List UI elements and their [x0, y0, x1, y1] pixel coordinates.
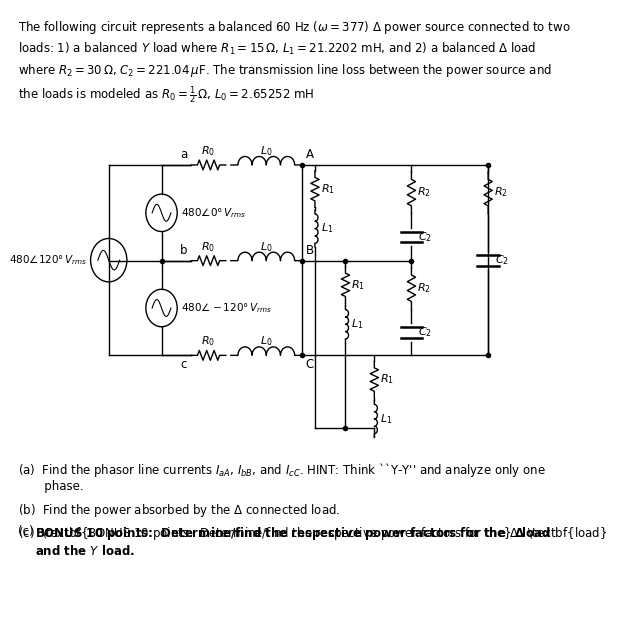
- Text: (b)  Find the power absorbed by the $\Delta$ connected load.: (b) Find the power absorbed by the $\Del…: [18, 502, 340, 519]
- Text: The following circuit represents a balanced 60 Hz ($\omega = 377$) $\Delta$ powe: The following circuit represents a balan…: [18, 19, 570, 36]
- Text: BONUS 10 points:  Determine/find the respective power factors for the $\Delta$ l: BONUS 10 points: Determine/find the resp…: [35, 525, 550, 542]
- Text: $480\angle-120°\,V_{rms}$: $480\angle-120°\,V_{rms}$: [181, 301, 272, 315]
- Text: $C_2$: $C_2$: [418, 325, 432, 339]
- Text: b: b: [179, 243, 187, 256]
- Text: $480\angle0°\,V_{rms}$: $480\angle0°\,V_{rms}$: [181, 206, 246, 220]
- Text: loads: 1) a balanced $Y$ load where $R_1 = 15\,\Omega$, $L_1 = 21.2202$ mH, and : loads: 1) a balanced $Y$ load where $R_1…: [18, 41, 536, 57]
- Text: (c)  \textbf{BONUS 10 points:  Determine/find the respective power factors for t: (c) \textbf{BONUS 10 points: Determine/f…: [18, 525, 607, 542]
- Text: $L_0$: $L_0$: [260, 144, 273, 158]
- Text: $R_2$: $R_2$: [417, 185, 431, 200]
- Text: (a)  Find the phasor line currents $I_{aA}$, $I_{bB}$, and $I_{cC}$. HINT: Think: (a) Find the phasor line currents $I_{aA…: [18, 461, 546, 479]
- Text: $R_0$: $R_0$: [201, 240, 215, 254]
- Text: $R_1$: $R_1$: [351, 278, 365, 292]
- Text: and the $Y$ load.: and the $Y$ load.: [35, 544, 134, 558]
- Text: (c): (c): [18, 525, 41, 538]
- Text: the loads is modeled as $R_0 = \frac{1}{2}\,\Omega$, $L_0 = 2.65252$ mH: the loads is modeled as $R_0 = \frac{1}{…: [18, 84, 314, 106]
- Text: $R_2$: $R_2$: [417, 281, 431, 295]
- Text: $C_2$: $C_2$: [418, 230, 432, 244]
- Text: $L_1$: $L_1$: [321, 222, 333, 235]
- Text: $C_2$: $C_2$: [494, 253, 509, 267]
- Text: $R_0$: $R_0$: [201, 335, 215, 349]
- Text: c: c: [181, 358, 187, 371]
- Text: phase.: phase.: [18, 480, 84, 493]
- Text: B: B: [306, 243, 314, 256]
- Text: $R_1$: $R_1$: [321, 182, 334, 196]
- Text: a: a: [180, 148, 187, 161]
- Text: C: C: [306, 358, 314, 371]
- Text: $L_1$: $L_1$: [351, 318, 364, 331]
- Text: $R_2$: $R_2$: [494, 185, 508, 200]
- Text: $R_0$: $R_0$: [201, 144, 215, 158]
- Text: $L_1$: $L_1$: [380, 412, 392, 426]
- Text: $L_0$: $L_0$: [260, 240, 273, 254]
- Text: $L_0$: $L_0$: [260, 335, 273, 349]
- Text: where $R_2 = 30\,\Omega$, $C_2 = 221.04\,\mu$F. The transmission line loss betwe: where $R_2 = 30\,\Omega$, $C_2 = 221.04\…: [18, 62, 552, 79]
- Text: $480\angle120°\,V_{rms}$: $480\angle120°\,V_{rms}$: [9, 253, 87, 267]
- Text: $R_1$: $R_1$: [380, 373, 394, 386]
- Text: A: A: [306, 148, 314, 161]
